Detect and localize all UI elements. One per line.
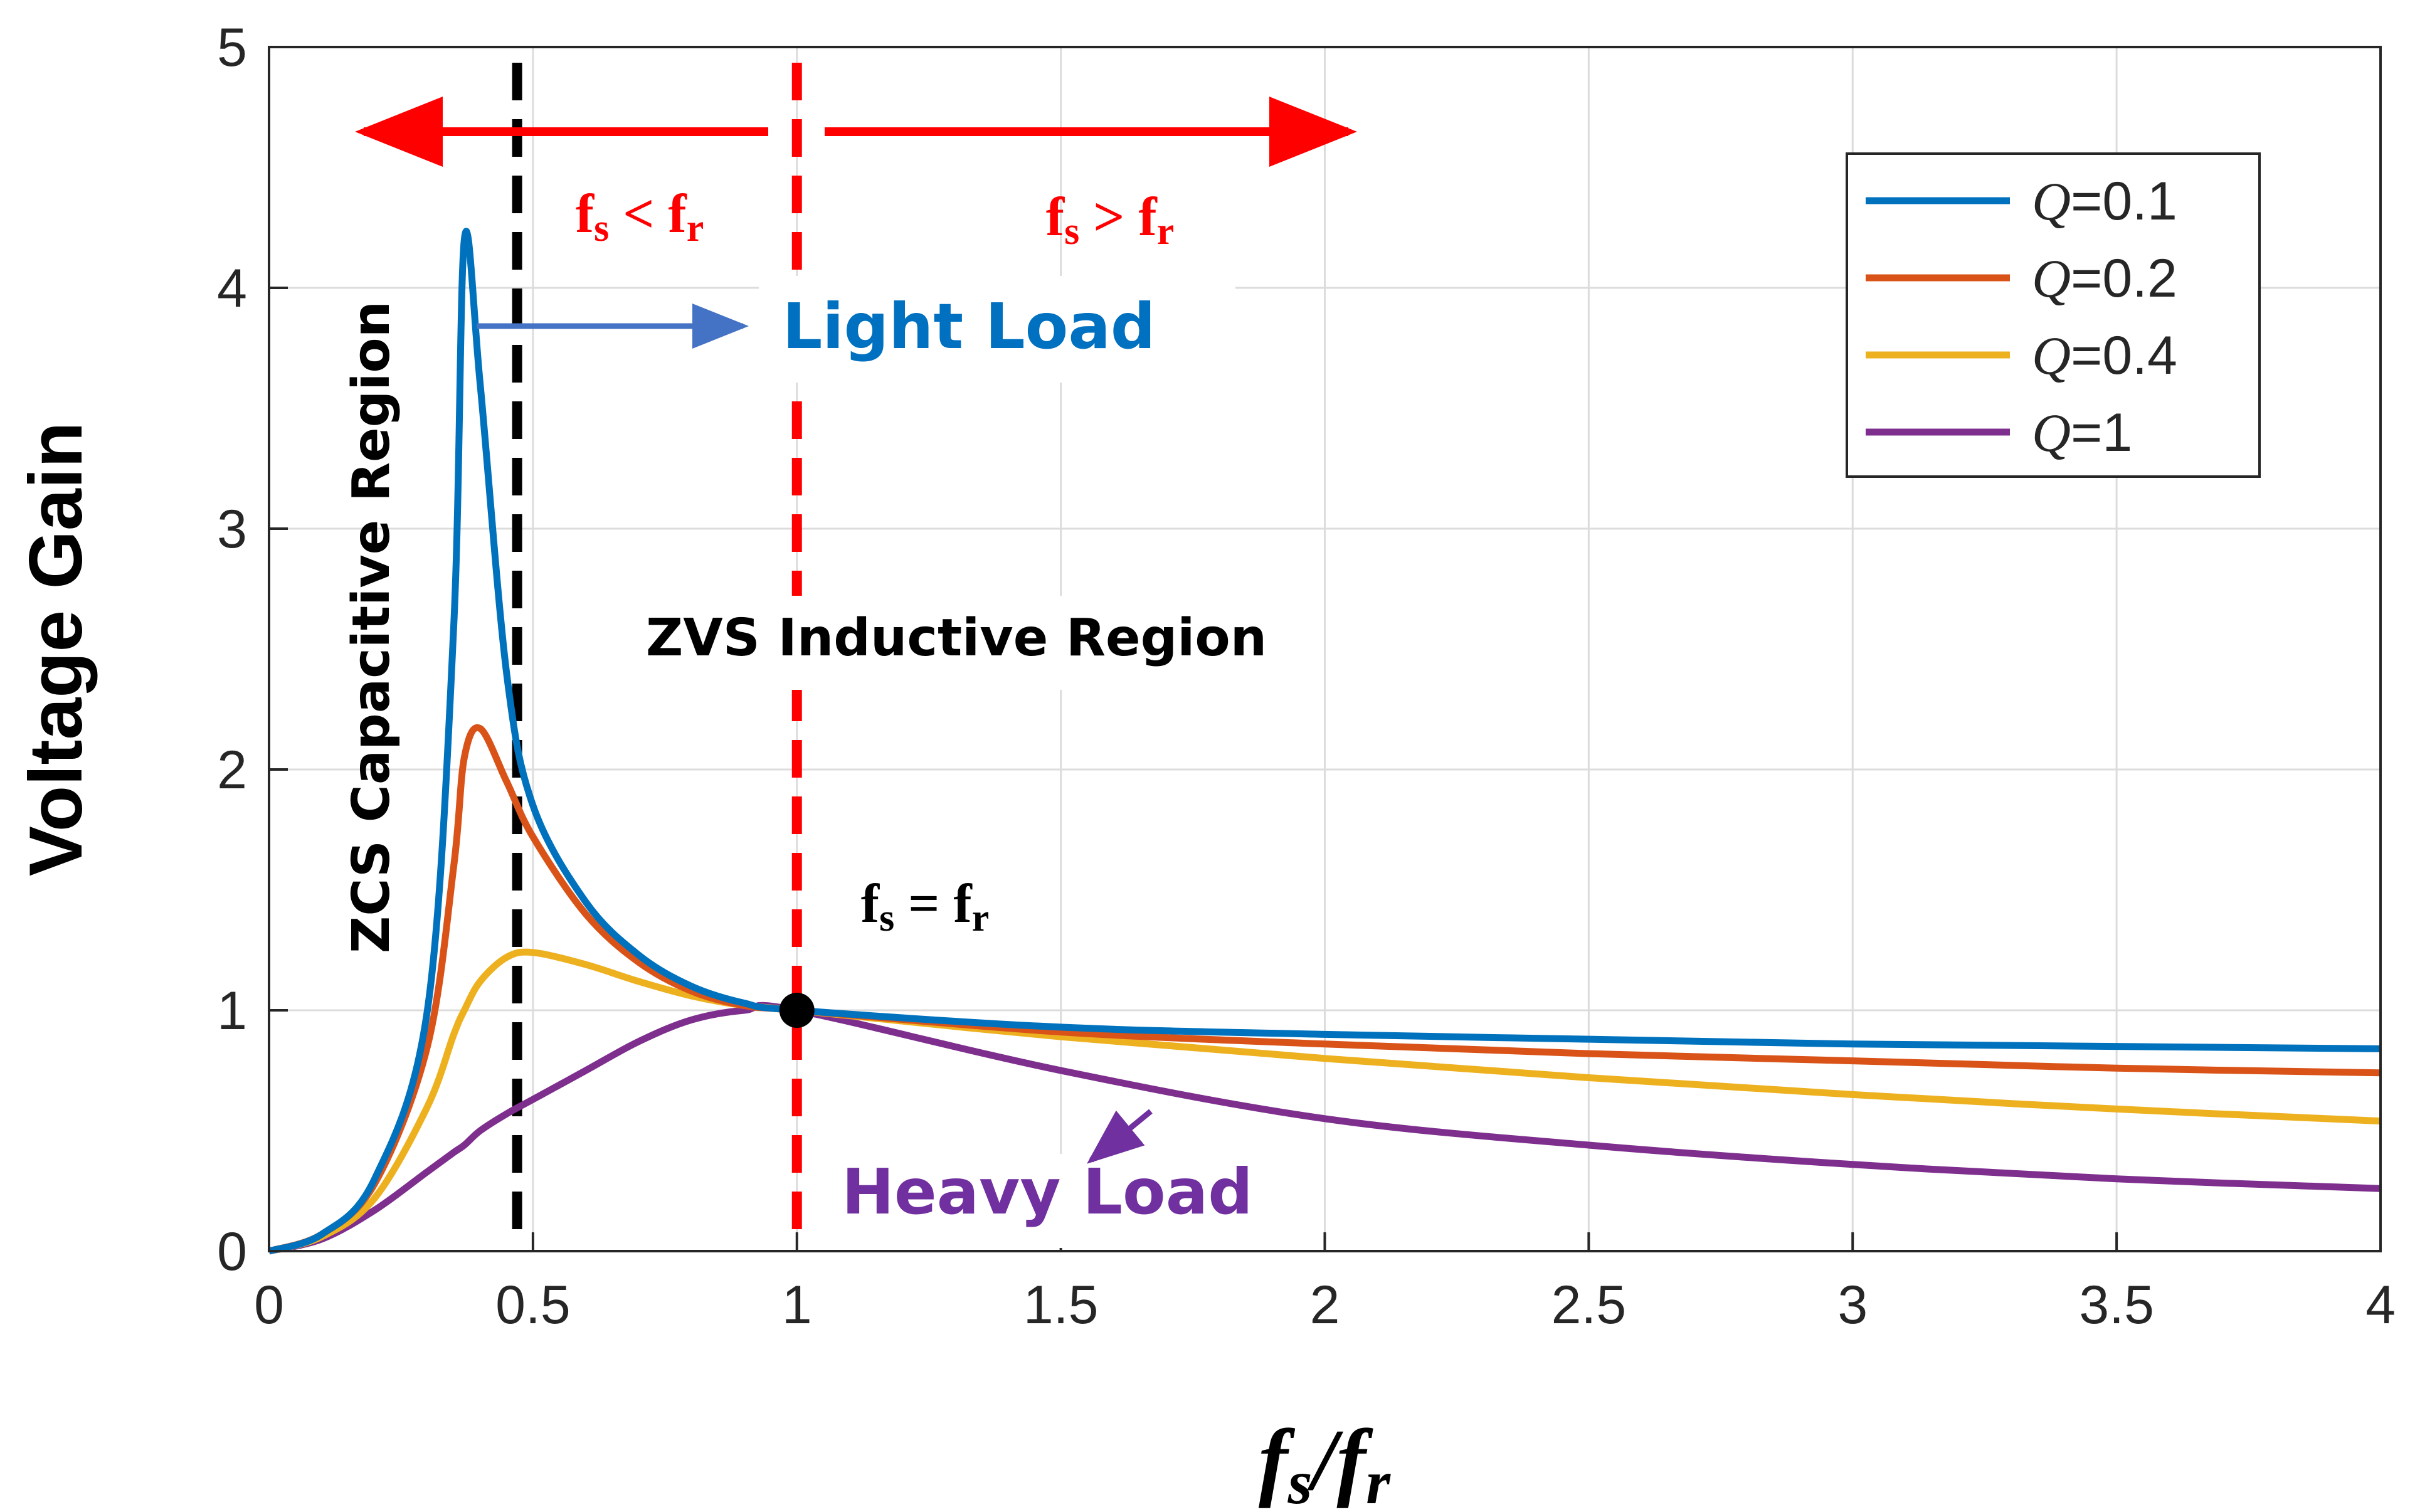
x-axis-label: fs/fr: [1259, 1412, 1391, 1509]
legend-label: Q=0.4: [2032, 325, 2177, 386]
x-tick-label: 0: [254, 1275, 284, 1335]
light-load-label-bg: [759, 276, 1235, 383]
x-tick-label: 3: [1837, 1275, 1868, 1335]
fs-equals-fr-label: fs = fr: [861, 874, 989, 939]
legend-label: Q=1: [2032, 403, 2132, 463]
fs-eq-label-bg: [815, 865, 1047, 953]
legend-label: Q=0.2: [2032, 248, 2177, 309]
series-lines: [268, 228, 2381, 1255]
x-tick-label: 3.5: [2079, 1275, 2154, 1335]
y-tick-label: 0: [217, 1222, 247, 1282]
y-tick-label: 4: [217, 258, 247, 319]
zvs-region-label: ZVS Inductive Region: [646, 608, 1267, 668]
series-line-q-0-1: [268, 228, 2381, 1255]
legend-box: [1846, 152, 2261, 478]
y-tick-label: 1: [217, 981, 247, 1041]
zcs-region-label: ZCS Capacitive Region: [342, 301, 401, 953]
fs-greater-than-fr-label: fs > fr: [1046, 187, 1174, 253]
x-tick-label: 0.5: [495, 1275, 571, 1335]
legend: Q=0.1 Q=0.2 Q=0.4 Q=1: [1846, 152, 2261, 478]
x-tick-label: 2: [1310, 1275, 1340, 1335]
x-tick-label: 2.5: [1551, 1275, 1627, 1335]
y-tick-label: 2: [217, 740, 247, 800]
axis-ticks: 0 0.5 1 1.5 2 2.5 3 3.5 4 0 1 2 3 4 5: [217, 18, 2396, 1335]
heavy-load-arrow: [1087, 1109, 1153, 1164]
light-load-label: Light Load: [783, 290, 1156, 363]
y-axis-label: Voltage Gain: [14, 422, 98, 877]
plot-frame: [268, 46, 2382, 1252]
x-tick-label: 4: [2365, 1275, 2396, 1335]
y-tick-label: 3: [217, 499, 247, 559]
x-tick-label: 1: [782, 1275, 812, 1335]
legend-label: Q=0.1: [2032, 171, 2177, 231]
heavy-load-label: Heavy Load: [842, 1155, 1253, 1229]
x-tick-label: 1.5: [1023, 1275, 1099, 1335]
y-tick-label: 5: [217, 18, 247, 78]
heavy-load-label-bg: [840, 1154, 1254, 1248]
zvs-label-bg: [621, 596, 1286, 690]
resonance-point-marker: [779, 993, 815, 1028]
series-line-q-0-2: [268, 724, 2381, 1255]
fs-less-than-fr-label: fs < fr: [576, 184, 704, 250]
